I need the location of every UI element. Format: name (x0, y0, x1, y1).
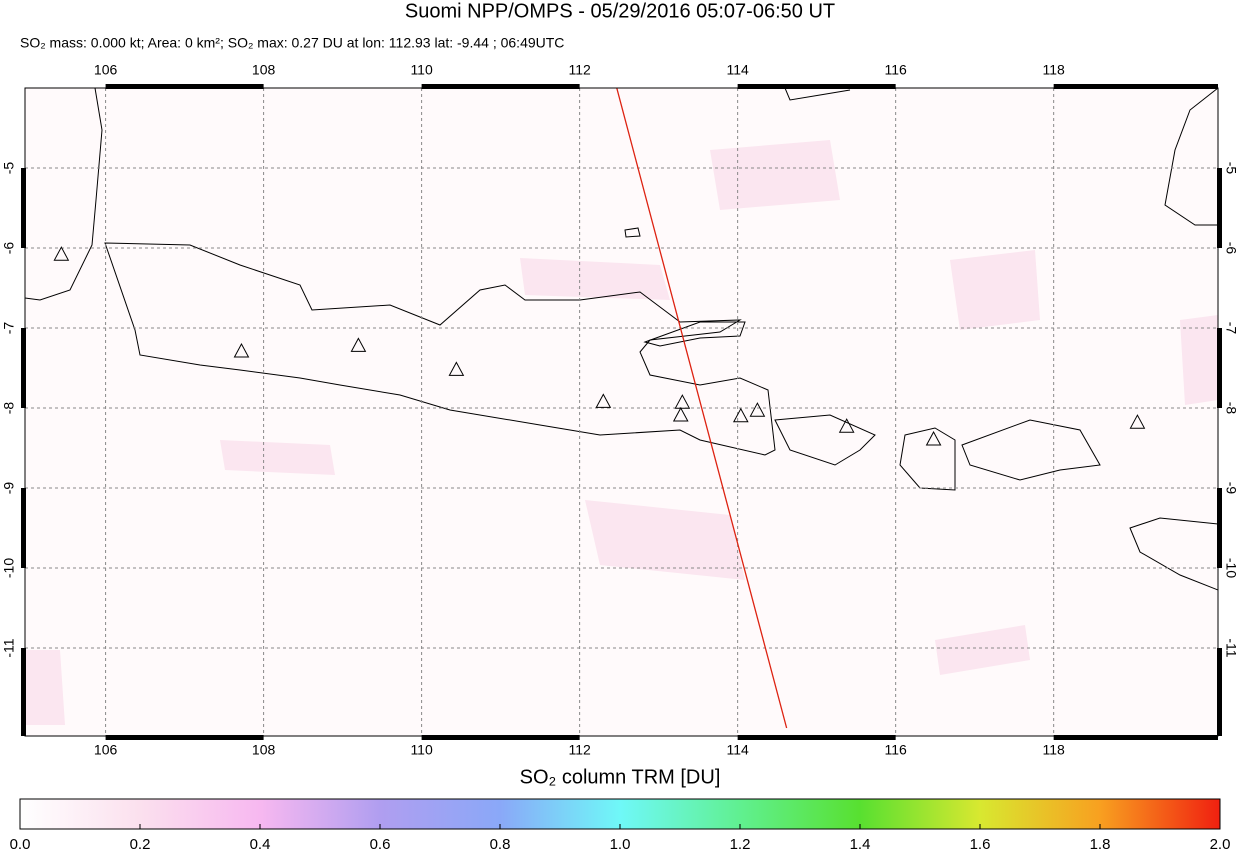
pixel (585, 500, 745, 580)
pixel (520, 258, 670, 300)
pixel (25, 650, 65, 725)
x-tick-label: 108 (252, 742, 276, 758)
frame-bar (1053, 84, 1218, 89)
volcano (1129, 414, 1146, 429)
x-tick-label: 110 (410, 62, 433, 78)
coast-sulawesi (1164, 88, 1218, 226)
pixel (710, 140, 840, 210)
colorbar-title: SO₂ column TRM [DU] (520, 766, 721, 788)
frame-bar (421, 735, 580, 740)
x-tick-label: 114 (726, 742, 749, 758)
frame-bar (421, 84, 580, 89)
colorbar-tick-label: 0.0 (10, 836, 31, 853)
coast-bawean (624, 227, 641, 238)
coast-bali (774, 414, 876, 466)
retrieval-pixels (25, 140, 1218, 725)
coast-lombok (899, 427, 956, 491)
y-tick-label: -9 (1, 482, 17, 495)
x-tick-label: 106 (94, 62, 118, 78)
x-tick-label: 118 (1043, 742, 1066, 758)
volcano (233, 342, 250, 358)
volcano (732, 407, 749, 423)
y-tick-label: -8 (1, 402, 17, 415)
volcano (350, 337, 367, 352)
subtitle: SO₂ mass: 0.000 kt; Area: 0 km²; SO₂ max… (20, 35, 564, 51)
y-tick-label: -5 (1223, 162, 1239, 175)
y-tick-label: -5 (1, 162, 17, 175)
orbit-track (616, 88, 788, 729)
pixel (1180, 315, 1218, 405)
colorbar-tick-label: 2.0 (1210, 836, 1231, 853)
coast-borneo (784, 88, 851, 101)
colorbar-tick-label: 1.2 (730, 836, 751, 853)
frame-bar (21, 648, 26, 736)
y-tick-label: -11 (1, 638, 17, 657)
frame-bar (1217, 488, 1222, 568)
volcano (749, 402, 766, 417)
grid: 106 106 108 108 110 110 112 112 114 114 116 116 118 1… (1, 62, 1239, 758)
map-background (25, 88, 1218, 736)
y-tick-label: -9 (1223, 482, 1239, 495)
y-tick-label: -6 (1, 242, 17, 255)
colorbar-tick-label: 0.4 (250, 836, 271, 853)
coast-sumbawa (961, 419, 1101, 481)
x-tick-label: 108 (252, 62, 276, 78)
volcano (53, 246, 70, 261)
coast-sumatra (25, 88, 103, 301)
pixel (950, 250, 1040, 330)
x-tick-label: 106 (94, 742, 118, 758)
colorbar-tick-label: 1.8 (1090, 836, 1111, 853)
y-tick-label: -8 (1223, 402, 1239, 415)
x-tick-label: 116 (884, 62, 907, 78)
frame-bar (1217, 328, 1222, 408)
frame-bar (105, 84, 264, 89)
x-tick-label: 116 (884, 742, 907, 758)
y-tick-label: -11 (1223, 638, 1239, 657)
volcano (448, 361, 465, 376)
marks (53, 88, 1146, 729)
frame-bar (1217, 648, 1222, 736)
x-tick-label: 114 (726, 62, 749, 78)
colorbar-tick-label: 0.8 (490, 836, 511, 853)
volcano (595, 393, 612, 408)
frame-bar (737, 735, 896, 740)
map-frame (24, 87, 1219, 737)
frame-bar (1053, 735, 1218, 740)
frame-bar (737, 84, 896, 89)
frame-bar (1217, 168, 1222, 248)
colorbar-tick-label: 1.4 (850, 836, 871, 853)
x-tick-label: 112 (568, 742, 591, 758)
y-tick-label: -6 (1223, 242, 1239, 255)
pixel (220, 440, 335, 475)
frame-bars (21, 84, 1222, 740)
y-tick-label: -10 (1223, 558, 1239, 578)
x-tick-label: 112 (568, 62, 591, 78)
colorbar-tick-label: 1.6 (970, 836, 991, 853)
coast-madura (643, 321, 746, 347)
colorbar-tick-label: 0.6 (370, 836, 391, 853)
y-tick-label: -7 (1223, 322, 1239, 335)
frame-bar (105, 735, 264, 740)
coast-java (104, 242, 776, 456)
x-tick-label: 110 (410, 742, 433, 758)
coast-sumba (1129, 517, 1218, 591)
y-tick-label: -7 (1, 322, 17, 335)
frame-bar (21, 328, 26, 408)
colorbar-tick-label: 0.2 (130, 836, 151, 853)
volcano (672, 406, 689, 422)
frame-bar (21, 488, 26, 568)
coastlines (25, 88, 1218, 591)
volcano (674, 394, 691, 409)
x-tick-label: 118 (1043, 62, 1066, 78)
chart-title: Suomi NPP/OMPS - 05/29/2016 05:07-06:50 … (405, 0, 835, 22)
pixel (935, 625, 1030, 675)
frame-bar (21, 168, 26, 248)
volcano (838, 418, 855, 433)
colorbar-tick-label: 1.0 (610, 836, 631, 853)
y-tick-label: -10 (1, 558, 17, 578)
colorbar-ticks: 0.0 0.2 0.4 0.6 0.8 1.0 1.2 1.4 1.6 1.8 2.0 (10, 824, 1231, 853)
volcano (925, 430, 942, 446)
